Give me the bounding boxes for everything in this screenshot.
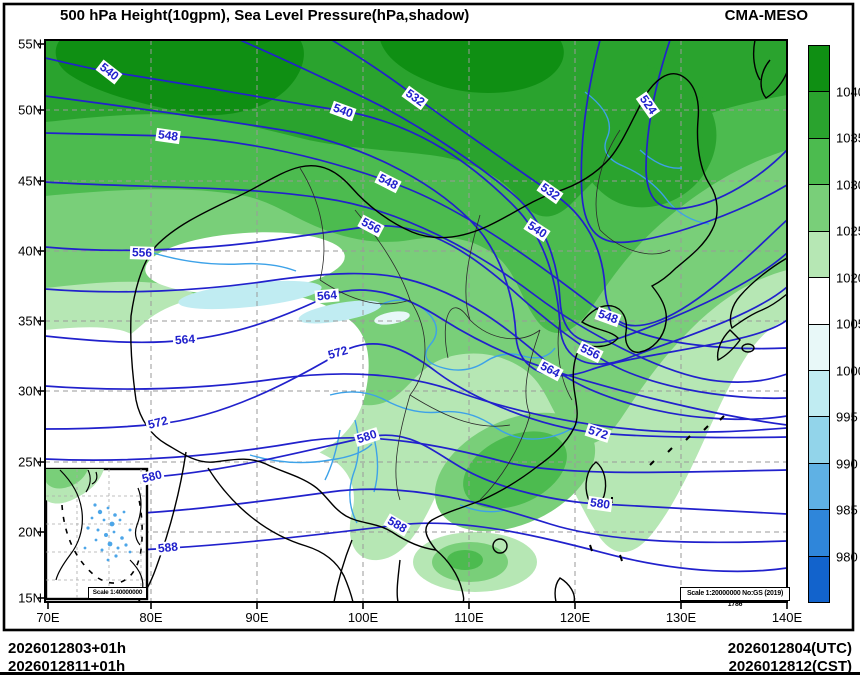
contour-label: 564 [172,331,198,348]
lon-tick-label: 70E [36,610,60,625]
lon-tick-label: 100E [347,610,379,625]
lat-tick-label: 25N [18,454,42,470]
lat-tick-label: 35N [18,313,42,329]
colorbar-tick-label: 1005 [836,316,860,332]
colorbar-segment [809,417,829,464]
colorbar-segment [809,556,829,603]
contour-label: 564 [314,287,340,304]
colorbar-tick-label: 980 [836,549,858,564]
colorbar-tick-label: 985 [836,502,858,518]
island-dots [83,503,132,562]
colorbar-segment [809,185,829,232]
colorbar-tick-label: 1000 [836,363,860,378]
valid-time-cst: 2026012812(CST) [728,658,852,675]
graticule-grid [45,40,787,602]
axis-ticks [38,43,788,609]
lat-tick-label: 40N [18,243,42,259]
map-scale-box: Scale 1:20000000 No:GS (2019) 1786 [680,587,790,608]
lon-tick-label: 120E [559,610,591,625]
lat-tick-label: 55N [18,36,42,52]
colorbar-segment [809,510,829,557]
contour-label: 556 [129,245,155,260]
lat-tick-label: 45N [18,173,42,189]
colorbar-segment [809,92,829,139]
colorbar-tick-label: 1025 [836,223,860,239]
colorbar-tick-label: 990 [836,456,858,471]
colorbar-segment [809,231,829,279]
outer-frame [2,2,855,632]
colorbar-tick-label: 995 [836,409,858,425]
colorbar-tick-label: 1030 [836,177,860,192]
lat-tick-label: 50N [18,102,42,118]
lat-tick-label: 20N [18,524,42,540]
colorbar-tick-label: 1040 [836,84,860,99]
colorbar-segment [809,370,829,418]
colorbar-segment [809,278,829,325]
colorbar-segment [809,138,829,186]
rivers [149,91,710,524]
image-bottom-border [0,672,860,675]
valid-time-utc: 2026012804(UTC) [727,640,852,657]
lon-tick-label: 110E [454,610,484,625]
colorbar-segment [809,46,829,93]
inset-scale-box: Scale 1:40000000 [88,587,147,599]
lon-tick-label: 130E [665,610,697,625]
colorbar-tick-label: 1035 [836,130,860,146]
lon-tick-label: 90E [245,610,269,625]
lat-tick-label: 30N [18,383,42,399]
lon-tick-label: 140E [771,610,803,625]
lon-tick-label: 80E [139,610,163,625]
colorbar-tick-label: 1020 [836,270,860,285]
init-time-utc: 2026012803+01h [8,640,127,657]
colorbar-segment [809,463,829,511]
south-china-sea-inset [44,467,149,601]
chart-title: 500 hPa Height(10gpm), Sea Level Pressur… [60,7,470,24]
province-borders [299,129,671,501]
model-name: CMA-MESO [724,7,808,24]
init-time-cst: 2026012811+01h [8,658,126,675]
colorbar-segment [809,324,829,371]
pressure-colorbar [808,45,830,603]
contour-label: 588 [155,539,181,556]
lat-tick-label: 15N [18,590,42,606]
